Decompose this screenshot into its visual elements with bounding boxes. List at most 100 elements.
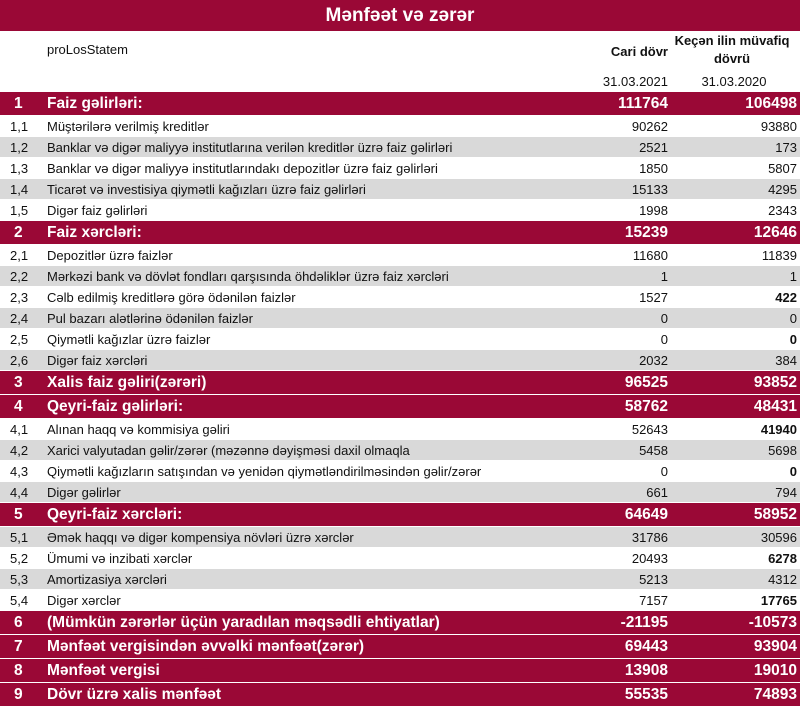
- table-row: 5,1 Əmək haqqı və digər kompensiya növlər…: [0, 527, 800, 548]
- previous-value: 106498: [745, 95, 797, 112]
- row-code: 4,1: [10, 422, 29, 437]
- previous-value: 74893: [753, 686, 797, 703]
- table-row: 1,2 Banklar və digər maliyyə institutları…: [0, 137, 800, 158]
- table-row: 2,1 Depozitlər üzrə faizlər 11680 11839: [0, 245, 800, 266]
- row-label: Amortizasiya xərcləri: [47, 572, 167, 587]
- table-row: 5,2 Ümumi və inzibati xərclər 20493 6278: [0, 548, 800, 569]
- row-label: Mənfəət vergisi: [47, 662, 160, 679]
- section-row: 3 Xalis faiz gəliri(zərəri) 96525 93852: [0, 371, 800, 395]
- current-value: 1850: [639, 161, 668, 176]
- row-code: 2,3: [10, 290, 29, 305]
- row-code: 1,3: [10, 161, 29, 176]
- row-code: 3: [14, 374, 23, 391]
- current-value: 661: [646, 485, 668, 500]
- row-label: Müştərilərə verilmiş kreditlər: [47, 119, 209, 134]
- row-code: 9: [14, 686, 23, 703]
- current-value: 13908: [624, 662, 668, 679]
- row-code: 4,2: [10, 443, 29, 458]
- row-code: 7: [14, 638, 23, 655]
- table-row: 4,1 Alınan haqq və kommisiya gəliri 52643 4…: [0, 419, 800, 440]
- row-label: Digər xərclər: [47, 593, 121, 608]
- row-code: 2,1: [10, 248, 29, 263]
- row-label: Pul bazarı alətlərinə ödənilən faizlər: [47, 311, 253, 326]
- table-row: 5,3 Amortizasiya xərcləri 5213 4312: [0, 569, 800, 590]
- previous-value: 4312: [768, 572, 797, 587]
- previous-value: 1: [789, 269, 797, 284]
- previous-value: 0: [789, 464, 797, 479]
- previous-value: 2343: [768, 203, 797, 218]
- table-row: 2,6 Digər faiz xərcləri 2032 384: [0, 350, 800, 371]
- previous-value: 12646: [753, 224, 797, 241]
- row-label: Faiz gəlirləri:: [47, 95, 143, 112]
- row-code: 1,2: [10, 140, 29, 155]
- row-code: 1: [14, 95, 23, 112]
- previous-value: 11839: [761, 248, 797, 263]
- previous-value: 5698: [768, 443, 797, 458]
- row-label: Dövr üzrə xalis mənfəət: [47, 686, 222, 703]
- section-row: 1 Faiz gəlirləri: 111764 106498: [0, 92, 800, 116]
- section-row: 5 Qeyri-faiz xərcləri: 64649 58952: [0, 503, 800, 527]
- header-previous-period: Keçən ilin müvafiq dövrü: [674, 33, 790, 66]
- header-current-period: Cari dövr: [610, 44, 668, 59]
- previous-value: 93852: [753, 374, 797, 391]
- row-label: Mənfəət vergisindən əvvəlki mənfəət(zərə…: [47, 638, 365, 655]
- previous-value: 0: [789, 332, 797, 347]
- statement-table: 1 Faiz gəlirləri: 111764 106498 1,1 Müştərilə…: [0, 92, 800, 707]
- current-value: 2032: [639, 353, 668, 368]
- row-code: 2,2: [10, 269, 29, 284]
- row-code: 5,3: [10, 572, 29, 587]
- current-value: 1527: [639, 290, 668, 305]
- row-code: 2: [14, 224, 23, 241]
- table-row: 2,5 Qiymətli kağızlar üzrə faizlər 0 0: [0, 329, 800, 350]
- row-label: Qiymətli kağızların satışından və yenidə…: [47, 464, 482, 479]
- current-value: 5213: [639, 572, 668, 587]
- row-code: 6: [14, 614, 23, 631]
- previous-value: 48431: [753, 398, 797, 415]
- row-code: 5,2: [10, 551, 29, 566]
- current-value: 96525: [624, 374, 668, 391]
- table-row: 2,3 Cəlb edilmiş kreditlərə görə ödənilən…: [0, 287, 800, 308]
- row-label: Digər faiz xərcləri: [47, 353, 148, 368]
- section-row: 7 Mənfəət vergisindən əvvəlki mənfəət(zər…: [0, 635, 800, 659]
- row-label: Ticarət və investisiya qiymətli kağızlar…: [47, 182, 366, 197]
- current-value: 90262: [631, 119, 668, 134]
- row-label: Mərkəzi bank və dövlət fondları qarşısın…: [47, 269, 449, 284]
- page-title: Mənfəət və zərər: [0, 0, 800, 32]
- previous-value: 5807: [768, 161, 797, 176]
- row-label: Banklar və digər maliyyə institutlarında…: [47, 161, 438, 176]
- row-label: Digər gəlirlər: [47, 485, 121, 500]
- current-value: 0: [660, 332, 668, 347]
- header-current-date: 31.03.2021: [602, 74, 668, 89]
- table-row: 1,5 Digər faiz gəlirləri 1998 2343: [0, 200, 800, 221]
- row-label: Ümumi və inzibati xərclər: [47, 551, 193, 566]
- previous-value: 384: [775, 353, 797, 368]
- section-row: 9 Dövr üzrə xalis mənfəət 55535 74893: [0, 683, 800, 707]
- table-row: 2,4 Pul bazarı alətlərinə ödənilən faizlə…: [0, 308, 800, 329]
- current-value: 64649: [624, 506, 668, 523]
- row-code: 1,4: [10, 182, 29, 197]
- row-code: 1,1: [10, 119, 29, 134]
- row-code: 2,6: [10, 353, 29, 368]
- previous-value: 30596: [760, 530, 797, 545]
- previous-value: 422: [775, 290, 797, 305]
- previous-value: 93904: [753, 638, 797, 655]
- row-label: (Mümkün zərərlər üçün yaradılan məqsədli…: [47, 614, 440, 631]
- table-row: 2,2 Mərkəzi bank və dövlət fondları qarşı…: [0, 266, 800, 287]
- previous-value: 173: [775, 140, 797, 155]
- previous-value: 17765: [760, 593, 797, 608]
- section-row: 6 (Mümkün zərərlər üçün yaradılan məqsədl…: [0, 611, 800, 635]
- current-value: 69443: [624, 638, 668, 655]
- table-row: 4,2 Xarici valyutadan gəlir/zərər (məzənn…: [0, 440, 800, 461]
- row-label: Əmək haqqı və digər kompensiya növləri ü…: [47, 530, 354, 545]
- section-row: 2 Faiz xərcləri: 15239 12646: [0, 221, 800, 245]
- table-row: 4,4 Digər gəlirlər 661 794: [0, 482, 800, 503]
- section-row: 8 Mənfəət vergisi 13908 19010: [0, 659, 800, 683]
- current-value: 15239: [624, 224, 668, 241]
- previous-value: 794: [775, 485, 797, 500]
- table-header: proLosStatem Cari dövr Keçən ilin müvafi…: [0, 32, 800, 92]
- table-row: 1,3 Banklar və digər maliyyə institutları…: [0, 158, 800, 179]
- previous-value: 19010: [753, 662, 797, 679]
- table-row: 4,3 Qiymətli kağızların satışından və yen…: [0, 461, 800, 482]
- row-code: 4,4: [10, 485, 29, 500]
- previous-value: 93880: [760, 119, 797, 134]
